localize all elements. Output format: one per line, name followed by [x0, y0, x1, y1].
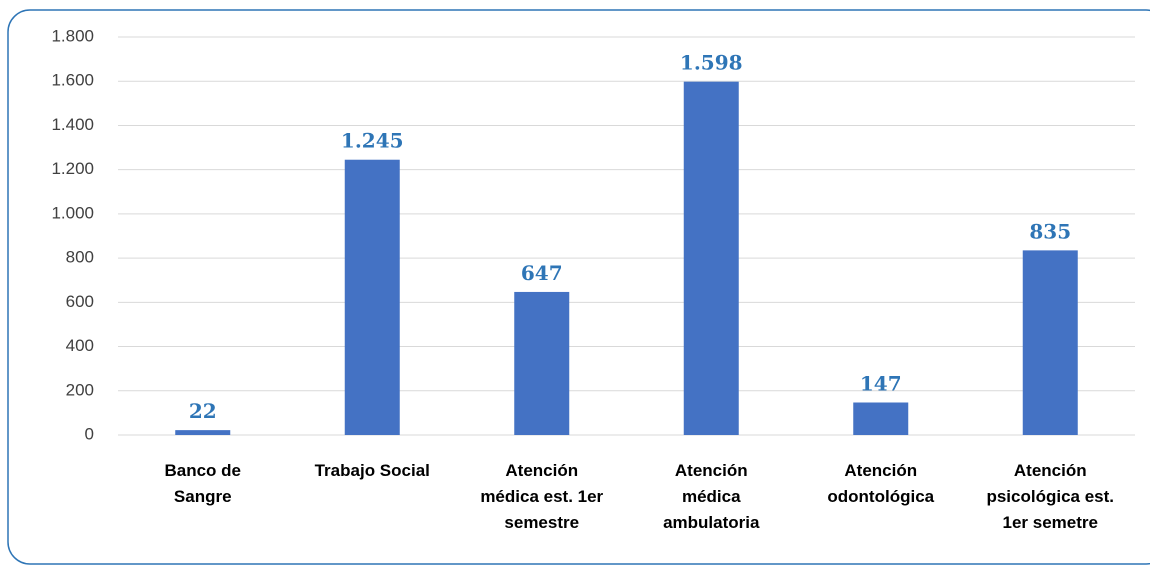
y-tick-label: 1.000	[51, 203, 94, 222]
y-tick-label: 0	[85, 424, 94, 443]
x-tick-label: Atención	[505, 461, 578, 480]
bar	[683, 81, 739, 436]
data-label: 147	[860, 371, 902, 395]
x-tick-label: ambulatoria	[663, 513, 760, 532]
x-tick-label: Atención	[675, 461, 748, 480]
y-tick-label: 400	[66, 336, 94, 355]
frame	[7, 9, 1150, 565]
y-tick-label: 1.600	[51, 71, 94, 90]
x-tick-label: médica	[682, 487, 741, 506]
y-tick-label: 1.800	[51, 26, 94, 45]
x-tick-label: odontológica	[827, 487, 934, 506]
x-tick-label: médica est. 1er	[480, 487, 603, 506]
x-tick-label: Banco de	[164, 461, 241, 480]
bar	[175, 430, 231, 435]
data-label: 1.245	[341, 129, 404, 153]
bar	[344, 159, 400, 435]
bar	[514, 291, 570, 435]
x-tick-label: psicológica est.	[986, 487, 1114, 506]
bar	[1022, 250, 1078, 435]
data-label: 835	[1029, 219, 1071, 243]
x-tick-label: 1er semetre	[1003, 513, 1098, 532]
x-tick-label: semestre	[504, 513, 579, 532]
y-tick-label: 1.400	[51, 115, 94, 134]
y-tick-label: 600	[66, 292, 94, 311]
x-tick-label: Trabajo Social	[315, 461, 430, 480]
data-label: 22	[189, 399, 217, 423]
x-tick-label: Sangre	[174, 487, 232, 506]
x-tick-label: Atención	[1014, 461, 1087, 480]
y-tick-label: 800	[66, 248, 94, 267]
y-tick-label: 200	[66, 380, 94, 399]
x-tick-label: Atención	[844, 461, 917, 480]
y-tick-label: 1.200	[51, 159, 94, 178]
data-label: 647	[521, 261, 563, 285]
data-label: 1.598	[680, 51, 743, 75]
bar	[853, 402, 909, 435]
